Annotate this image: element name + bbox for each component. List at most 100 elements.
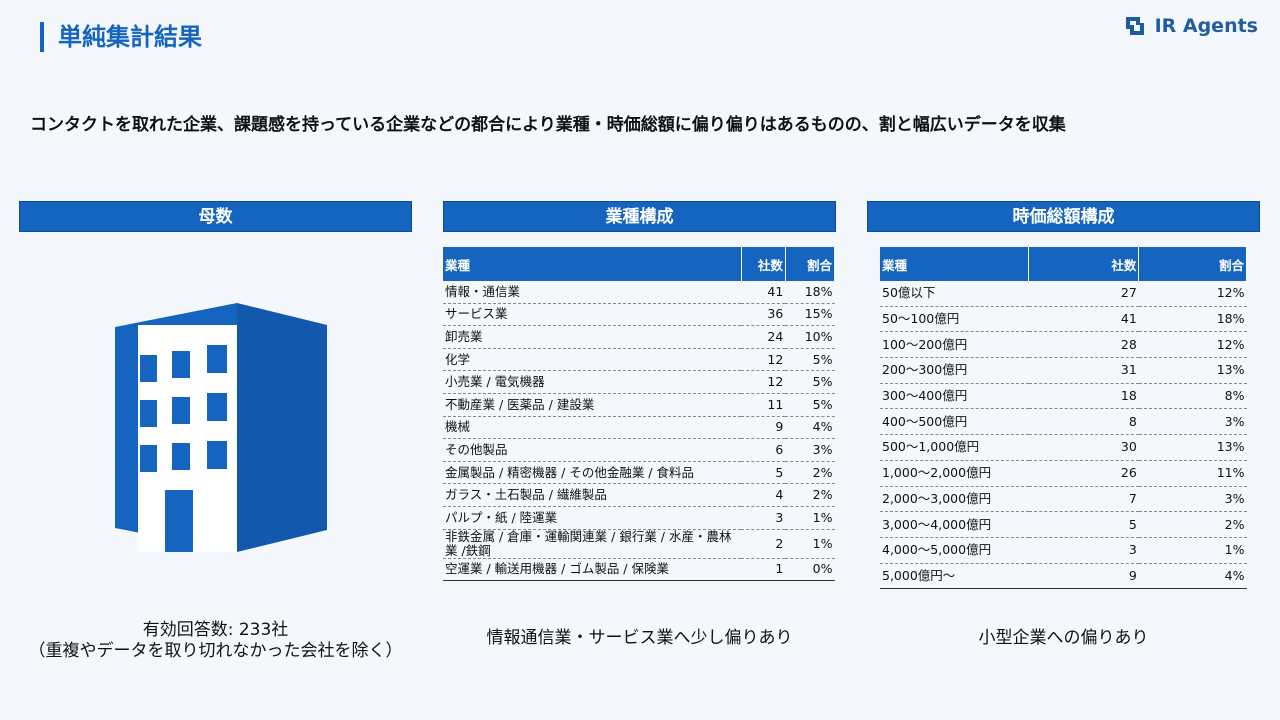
cell: 5 (741, 461, 786, 485)
table-row: 化学 12 5% (443, 348, 835, 372)
table-row: 5,000億円〜 9 4% (880, 563, 1247, 590)
cell: 12% (1138, 281, 1247, 307)
cell: 24 (741, 325, 786, 349)
cell: 空運業 / 輸送用機器 / ゴム製品 / 保険業 (443, 558, 742, 582)
table-row: 300〜400億円 18 8% (880, 383, 1247, 410)
cell: 1 (741, 558, 786, 582)
table-row: 100〜200億円 28 12% (880, 331, 1247, 359)
cell: 12 (741, 348, 786, 372)
table-row: パルプ・紙 / 陸運業 3 1% (443, 506, 835, 530)
cell: 2% (1138, 511, 1247, 538)
table-row: 小売業 / 電気機器 12 5% (443, 370, 835, 394)
cell: 36 (741, 303, 786, 327)
logo-icon (1125, 17, 1144, 35)
cell: 8 (1028, 408, 1139, 436)
cell: 31 (1028, 357, 1139, 384)
panel-header: 業種構成 (443, 201, 836, 232)
caption-line: 小型企業への偏りあり (978, 628, 1149, 648)
cell: 3,000〜4,000億円 (880, 511, 1029, 538)
cell: 18% (1138, 306, 1247, 333)
cell: 1% (785, 529, 835, 559)
table-row: 不動産業 / 医薬品 / 建設業 11 5% (443, 393, 835, 417)
table-row: その他製品 6 3% (443, 438, 835, 462)
cell: 3 (741, 506, 786, 530)
column-header: 割合 (785, 247, 836, 281)
caption: 情報通信業・サービス業へ少し偏りあり (433, 628, 846, 649)
cell: 情報・通信業 (443, 281, 742, 304)
panel-header: 時価総額構成 (867, 201, 1260, 232)
header-row: 業種 社数 割合 (443, 247, 836, 281)
summary: コンタクトを取れた企業、課題感を持っている企業などの都合により業種・時価総額に偏… (30, 115, 1066, 135)
table-row: 4,000〜5,000億円 3 1% (880, 537, 1247, 564)
title: 単純集計結果 (40, 22, 202, 52)
cell: 化学 (443, 348, 742, 372)
cell: 11% (1138, 460, 1247, 487)
cell: 400〜500億円 (880, 408, 1029, 436)
cell: 非鉄金属 / 倉庫・運輸関連業 / 銀行業 / 水産・農林業 /鉄鋼 (443, 529, 742, 559)
cell: 41 (1028, 306, 1139, 333)
cell: 2% (785, 461, 835, 485)
cell: 12% (1138, 331, 1247, 359)
column-header: 社数 (1028, 247, 1140, 281)
cell: 18% (785, 281, 835, 304)
column-header: 業種 (443, 247, 742, 281)
cell: 2,000〜3,000億円 (880, 486, 1029, 513)
cell: 10% (785, 325, 835, 349)
cell: 15% (785, 303, 835, 327)
cell: 5,000億円〜 (880, 563, 1029, 590)
cell: 3 (1028, 537, 1139, 564)
table-row: 金属製品 / 精密機器 / その他金融業 / 食料品 5 2% (443, 461, 835, 485)
cell: 500〜1,000億円 (880, 434, 1029, 461)
cell: 5% (785, 370, 835, 394)
cell: 50〜100億円 (880, 306, 1029, 333)
cell: 1% (1138, 537, 1247, 564)
table-row: 2,000〜3,000億円 7 3% (880, 486, 1247, 513)
cell: 4% (785, 416, 835, 440)
column-header: 割合 (1138, 247, 1247, 281)
cell: 200〜300億円 (880, 357, 1029, 384)
cell: 100〜200億円 (880, 331, 1029, 359)
cell: パルプ・紙 / 陸運業 (443, 506, 742, 530)
cell: その他製品 (443, 438, 742, 462)
caption-line: （重複やデータを取り切れなかった会社を除く） (28, 641, 403, 661)
cell: 不動産業 / 医薬品 / 建設業 (443, 393, 742, 417)
column-header: 業種 (880, 247, 1030, 281)
building-icon (115, 303, 327, 552)
table-row: 200〜300億円 31 13% (880, 357, 1247, 384)
cell: 1% (785, 506, 835, 530)
cell: 6 (741, 438, 786, 462)
table-row: 3,000〜4,000億円 5 2% (880, 511, 1247, 538)
table-row: 非鉄金属 / 倉庫・運輸関連業 / 銀行業 / 水産・農林業 /鉄鋼 2 1% (443, 529, 835, 559)
cell: 0% (785, 558, 835, 582)
table-row: 卸売業 24 10% (443, 325, 835, 349)
table-row: 情報・通信業 41 18% (443, 281, 835, 304)
cell: 30 (1028, 434, 1139, 461)
cell: 13% (1138, 434, 1247, 461)
cell: 4% (1138, 563, 1247, 590)
table-row: 50億以下 27 12% (880, 281, 1247, 307)
cell: 18 (1028, 383, 1139, 410)
cell: 卸売業 (443, 325, 742, 349)
cell: 機械 (443, 416, 742, 440)
cell: 2% (785, 483, 835, 507)
cell: 小売業 / 電気機器 (443, 370, 742, 394)
cell: 5 (1028, 511, 1139, 538)
cell: 2 (741, 529, 786, 559)
table-row: 400〜500億円 8 3% (880, 408, 1247, 436)
cell: 4 (741, 483, 786, 507)
caption: 小型企業への偏りあり (857, 628, 1270, 649)
cell: 9 (1028, 563, 1139, 590)
caption-line: 情報通信業・サービス業へ少し偏りあり (486, 628, 793, 648)
cell: 9 (741, 416, 786, 440)
cell: 3% (1138, 486, 1247, 513)
table-row: 機械 9 4% (443, 416, 835, 440)
cell: 3% (1138, 408, 1247, 436)
caption: 有効回答数: 233社 （重複やデータを取り切れなかった会社を除く） (9, 620, 422, 662)
table-row: 50〜100億円 41 18% (880, 306, 1247, 333)
cell: 13% (1138, 357, 1247, 384)
cell: 5% (785, 348, 835, 372)
table-row: 空運業 / 輸送用機器 / ゴム製品 / 保険業 1 0% (443, 558, 835, 582)
logo-text: IR Agents (1154, 15, 1258, 37)
column-header: 社数 (741, 247, 786, 281)
